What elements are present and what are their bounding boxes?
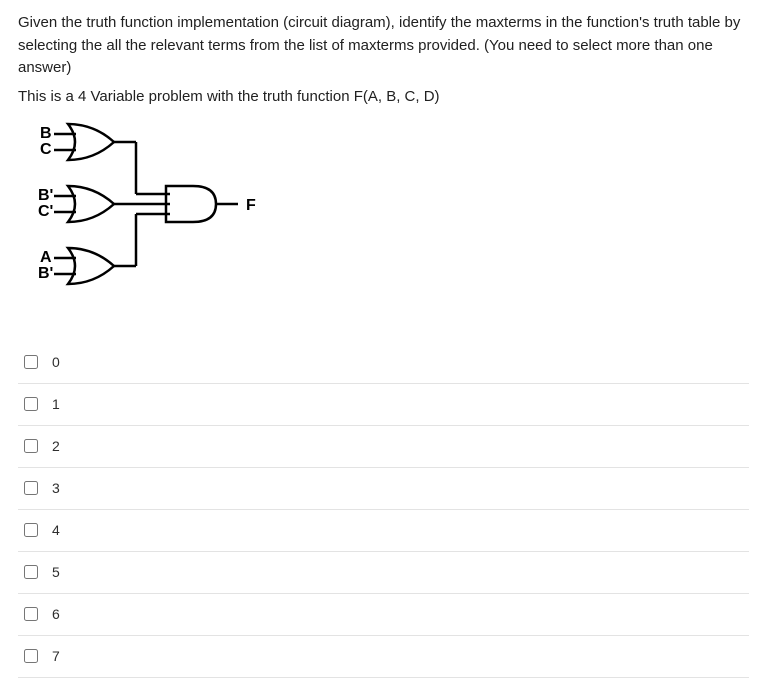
option-1-label: 1 — [52, 394, 60, 415]
option-4[interactable]: 4 — [18, 510, 749, 552]
option-2-label: 2 — [52, 436, 60, 457]
option-5[interactable]: 5 — [18, 552, 749, 594]
svg-text:C: C — [40, 141, 52, 158]
option-0[interactable]: 0 — [18, 342, 749, 384]
answer-options: 0 1 2 3 4 5 6 7 — [18, 342, 749, 678]
svg-text:A: A — [40, 249, 52, 266]
svg-text:F: F — [246, 197, 256, 214]
option-5-checkbox[interactable] — [24, 565, 38, 579]
circuit-diagram: B C B' C' A B' — [18, 116, 749, 324]
option-4-checkbox[interactable] — [24, 523, 38, 537]
option-3-checkbox[interactable] — [24, 481, 38, 495]
svg-text:B: B — [40, 125, 52, 142]
question-text-1: Given the truth function implementation … — [18, 12, 749, 80]
option-2-checkbox[interactable] — [24, 439, 38, 453]
or-gate-1: B C — [40, 124, 114, 160]
option-7[interactable]: 7 — [18, 636, 749, 678]
option-2[interactable]: 2 — [18, 426, 749, 468]
svg-text:C': C' — [38, 203, 53, 220]
option-6[interactable]: 6 — [18, 594, 749, 636]
option-1[interactable]: 1 — [18, 384, 749, 426]
svg-text:B': B' — [38, 187, 53, 204]
option-4-label: 4 — [52, 520, 60, 541]
or-gate-2: B' C' — [38, 186, 114, 222]
svg-text:B': B' — [38, 265, 53, 282]
question-text-2: This is a 4 Variable problem with the tr… — [18, 86, 749, 109]
option-6-label: 6 — [52, 604, 60, 625]
and-gate-output: F — [166, 186, 256, 222]
option-6-checkbox[interactable] — [24, 607, 38, 621]
option-7-label: 7 — [52, 646, 60, 667]
option-0-checkbox[interactable] — [24, 355, 38, 369]
wires — [114, 142, 170, 266]
option-0-label: 0 — [52, 352, 60, 373]
option-3-label: 3 — [52, 478, 60, 499]
option-1-checkbox[interactable] — [24, 397, 38, 411]
option-7-checkbox[interactable] — [24, 649, 38, 663]
option-5-label: 5 — [52, 562, 60, 583]
or-gate-3: A B' — [38, 248, 114, 284]
option-3[interactable]: 3 — [18, 468, 749, 510]
